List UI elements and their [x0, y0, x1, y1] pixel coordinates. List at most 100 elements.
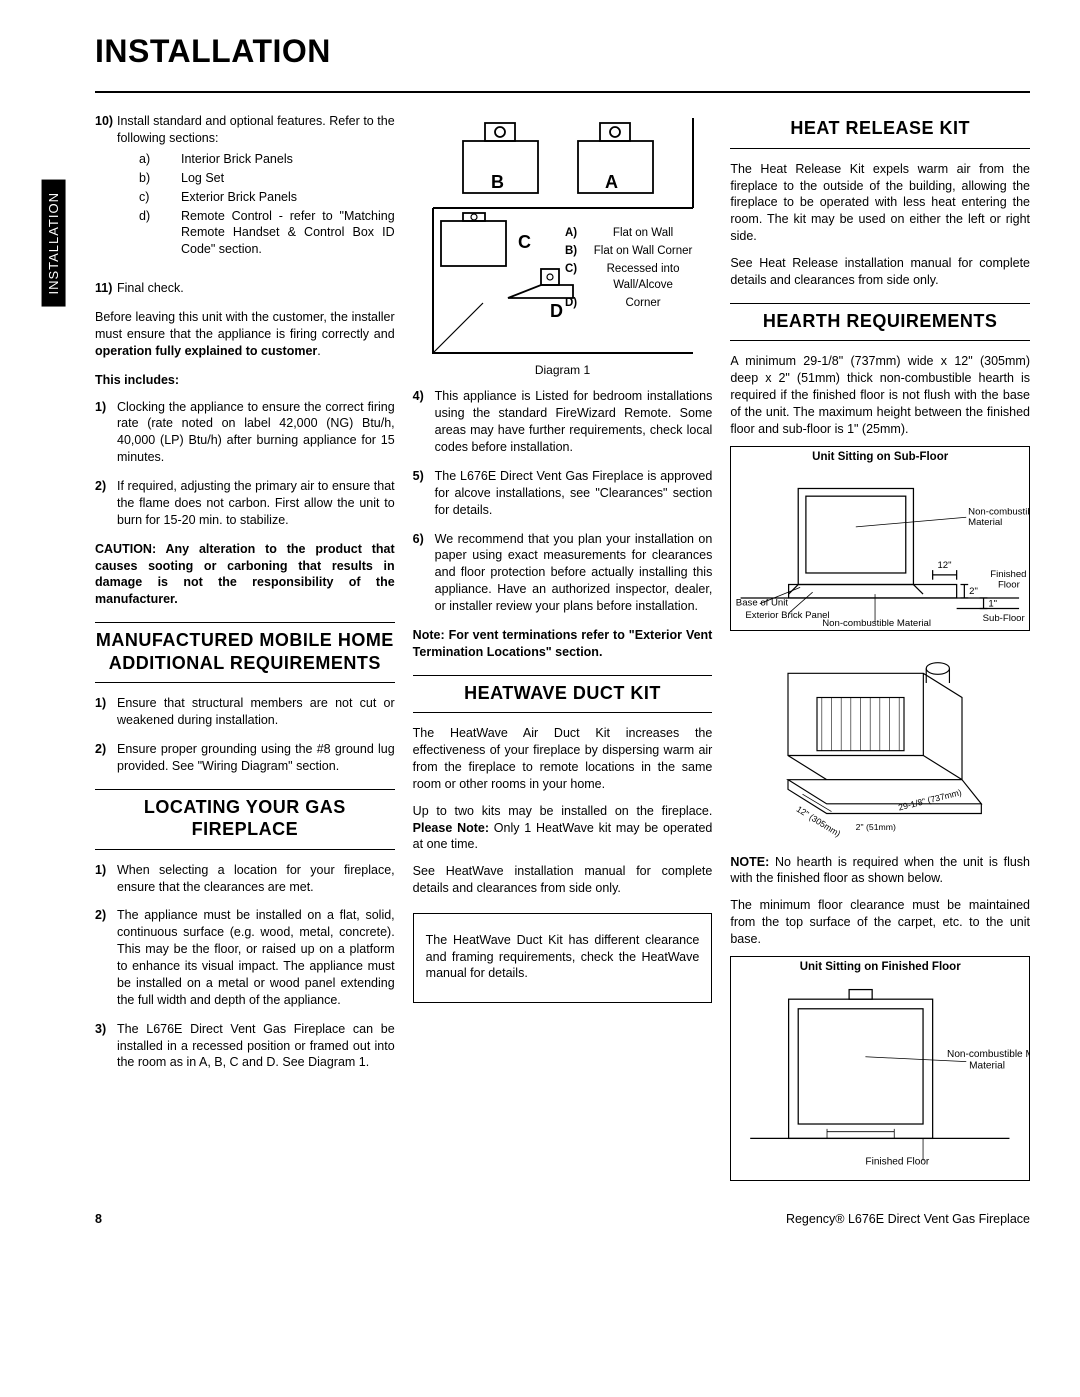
svg-text:Material: Material — [969, 1061, 1005, 1072]
section-tab: INSTALLATION — [42, 180, 66, 307]
page-footer: 8 Regency® L676E Direct Vent Gas Firepla… — [95, 1211, 1030, 1228]
hr-p1: The Heat Release Kit expels warm air fro… — [730, 161, 1030, 245]
list-number: 2) — [95, 478, 117, 529]
svg-text:Sub-Floor: Sub-Floor — [983, 613, 1026, 624]
list-item: Ensure proper grounding using the #8 gro… — [117, 741, 395, 775]
list-item: Log Set — [181, 170, 224, 187]
bold-text: NOTE: — [730, 855, 769, 869]
figure-title: Unit Sitting on Finished Floor — [731, 957, 1029, 977]
svg-text:Non-combustible Material: Non-combustible Material — [969, 507, 1029, 518]
svg-text:Exterior Brick Panel: Exterior Brick Panel — [746, 610, 830, 621]
content-columns: 10) Install standard and optional featur… — [95, 113, 1030, 1181]
item-6: 6)We recommend that you plan your instal… — [413, 531, 713, 615]
page-title: INSTALLATION — [95, 30, 1030, 73]
list-item: Interior Brick Panels — [181, 151, 293, 168]
column-1: 10) Install standard and optional featur… — [95, 113, 395, 1181]
list-number: 6) — [413, 531, 435, 615]
step-text: Install standard and optional features. … — [117, 114, 395, 145]
list-letter: b) — [139, 170, 181, 187]
svg-text:C: C — [518, 232, 531, 252]
text: Up to two kits may be installed on the f… — [413, 804, 713, 818]
list-item: When selecting a location for your firep… — [117, 862, 395, 896]
list-number: 5) — [413, 468, 435, 519]
svg-text:Non-combustible Material: Non-combustible Material — [823, 618, 932, 629]
section-hearth: HEARTH REQUIREMENTS — [730, 303, 1030, 342]
list-item: Clocking the appliance to ensure the cor… — [117, 399, 395, 467]
heatwave-p3: See HeatWave installation manual for com… — [413, 863, 713, 897]
svg-text:Material: Material — [969, 517, 1003, 528]
section-heatwave: HEATWAVE DUCT KIT — [413, 675, 713, 714]
list-item: This appliance is Listed for bedroom ins… — [435, 388, 713, 456]
locating-1: 1)When selecting a location for your fir… — [95, 862, 395, 896]
column-3: HEAT RELEASE KIT The Heat Release Kit ex… — [730, 113, 1030, 1181]
svg-text:Finished Floor: Finished Floor — [866, 1157, 930, 1168]
list-item: Remote Control - refer to "Matching Remo… — [181, 208, 395, 259]
list-item: We recommend that you plan your installa… — [435, 531, 713, 615]
figure-subfloor: Unit Sitting on Sub-Floor — [730, 446, 1030, 631]
features-list: a)Interior Brick Panels b)Log Set c)Exte… — [139, 151, 395, 258]
list-number: 2) — [95, 741, 117, 775]
list-number: 1) — [95, 695, 117, 729]
list-item: The appliance must be installed on a fla… — [117, 907, 395, 1008]
list-number: 4) — [413, 388, 435, 456]
section-locating: LOCATING YOUR GAS FIREPLACE — [95, 789, 395, 850]
heatwave-p2: Up to two kits may be installed on the f… — [413, 803, 713, 854]
step-number: 10) — [95, 113, 117, 268]
text: Before leaving this unit with the custom… — [95, 310, 395, 341]
svg-text:B: B — [491, 172, 504, 192]
list-letter: a) — [139, 151, 181, 168]
bold-text: Please Note: — [413, 821, 489, 835]
product-name: Regency® L676E Direct Vent Gas Fireplace — [786, 1211, 1030, 1228]
step-10: 10) Install standard and optional featur… — [95, 113, 395, 268]
svg-text:12": 12" — [938, 560, 952, 571]
list-item: Ensure that structural members are not c… — [117, 695, 395, 729]
svg-text:2" (51mm): 2" (51mm) — [856, 822, 896, 832]
list-item: If required, adjusting the primary air t… — [117, 478, 395, 529]
svg-text:D: D — [550, 301, 563, 321]
step-11: 11) Final check. — [95, 280, 395, 297]
list-letter: c) — [139, 189, 181, 206]
mobile-req-1: 1)Ensure that structural members are not… — [95, 695, 395, 729]
list-item: Exterior Brick Panels — [181, 189, 297, 206]
title-rule — [95, 91, 1030, 93]
note-text: The HeatWave Duct Kit has different clea… — [426, 932, 700, 983]
step-text: Final check. — [117, 280, 184, 297]
list-number: 1) — [95, 399, 117, 467]
item-5: 5)The L676E Direct Vent Gas Fireplace is… — [413, 468, 713, 519]
svg-text:1": 1" — [989, 599, 998, 610]
page-number: 8 — [95, 1211, 102, 1228]
svg-text:Finished Floor: Finished Floor — [991, 569, 1029, 580]
diagram-caption: Diagram 1 — [413, 362, 713, 378]
list-letter: d) — [139, 208, 181, 259]
list-number: 1) — [95, 862, 117, 896]
figure-finished-floor: Unit Sitting on Finished Floor Non-combu… — [730, 956, 1030, 1181]
heatwave-note-box: The HeatWave Duct Kit has different clea… — [413, 913, 713, 1003]
section-heat-release: HEAT RELEASE KIT — [730, 117, 1030, 149]
heatwave-p1: The HeatWave Air Duct Kit increases the … — [413, 725, 713, 793]
floor-clearance-p: The minimum floor clearance must be main… — [730, 897, 1030, 948]
list-number: 2) — [95, 907, 117, 1008]
column-2: A B C D A)Flat on Wall B)Flat on Wall Co… — [413, 113, 713, 1181]
svg-text:Base of Unit: Base of Unit — [736, 598, 789, 609]
check-1: 1)Clocking the appliance to ensure the c… — [95, 399, 395, 467]
hearth-p1: A minimum 29-1/8" (737mm) wide x 12" (30… — [730, 353, 1030, 437]
locating-2: 2)The appliance must be installed on a f… — [95, 907, 395, 1008]
svg-text:2": 2" — [969, 586, 978, 597]
check-2: 2)If required, adjusting the primary air… — [95, 478, 395, 529]
figure-isometric: 29-1/8" (737mm) 12" (305mm) 2" (51mm) — [730, 641, 1030, 846]
step-number: 11) — [95, 280, 117, 297]
hr-p2: See Heat Release installation manual for… — [730, 255, 1030, 289]
text: No hearth is required when the unit is f… — [730, 855, 1030, 886]
item-4: 4)This appliance is Listed for bedroom i… — [413, 388, 713, 456]
vent-note: Note: For vent terminations refer to "Ex… — [413, 627, 713, 661]
svg-text:Non-combustible Material: Non-combustible Material — [947, 1049, 1029, 1060]
list-item: The L676E Direct Vent Gas Fireplace can … — [117, 1021, 395, 1072]
caution-text: CAUTION: Any alteration to the product t… — [95, 541, 395, 609]
hearth-note: NOTE: No hearth is required when the uni… — [730, 854, 1030, 888]
list-number: 3) — [95, 1021, 117, 1072]
mobile-req-2: 2)Ensure proper grounding using the #8 g… — [95, 741, 395, 775]
figure-title: Unit Sitting on Sub-Floor — [731, 447, 1029, 467]
diagram-1: A B C D A)Flat on Wall B)Flat on Wall Co… — [413, 113, 713, 378]
svg-text:A: A — [605, 172, 618, 192]
svg-text:Floor: Floor — [998, 580, 1021, 591]
